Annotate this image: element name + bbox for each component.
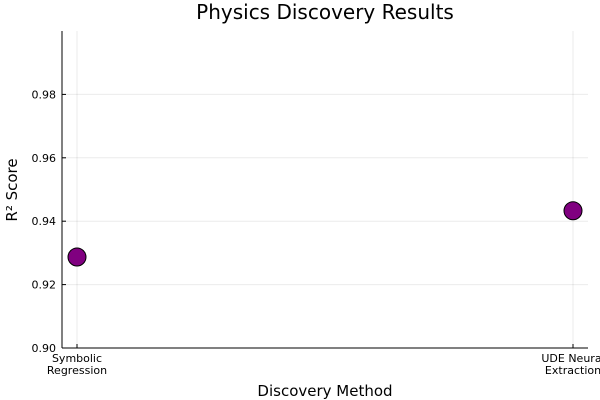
y-tick-label: 0.98: [32, 88, 57, 101]
y-tick-label: 0.90: [32, 342, 57, 355]
ticks: 0.90 0.92 0.94 0.96 0.98 Symbolic Regression UD…: [32, 88, 600, 377]
x-tick-label: Symbolic Regression: [47, 352, 107, 377]
y-tick-label: 0.96: [32, 152, 57, 165]
grid-lines: [62, 31, 588, 349]
y-axis-label: R² Score: [3, 158, 21, 221]
data-point: [563, 201, 583, 221]
y-tick-label: 0.94: [32, 215, 57, 228]
y-tick-label: 0.92: [32, 279, 57, 292]
x-tick-label: UDE Neural Extraction: [541, 352, 600, 377]
x-axis-label: Discovery Method: [257, 382, 392, 400]
data-points: [67, 201, 583, 267]
data-point: [67, 247, 87, 267]
axes: [61, 31, 588, 349]
chart-title: Physics Discovery Results: [196, 0, 454, 24]
